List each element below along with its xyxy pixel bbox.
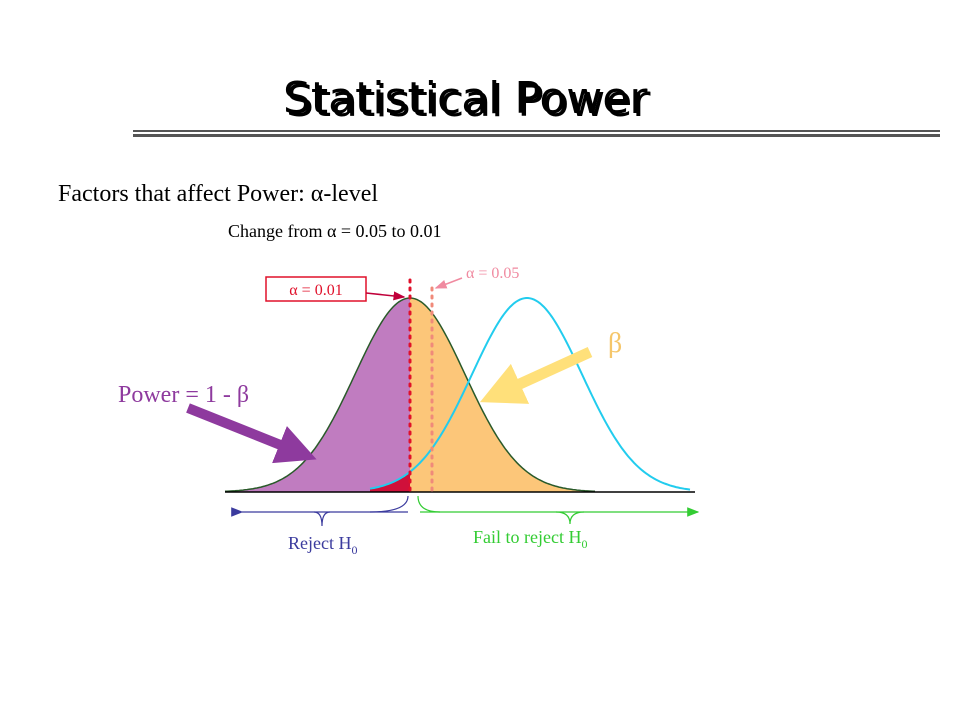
beta-area (410, 298, 580, 492)
power-arrow (186, 403, 317, 464)
rule (133, 130, 940, 132)
fail-subscript: 0 (581, 537, 587, 551)
fail-text: Fail to reject H (473, 527, 581, 547)
fail-label: Fail to reject H0 (473, 527, 587, 551)
beta-label: β (608, 328, 622, 359)
alpha-05-label: α = 0.05 (466, 265, 519, 282)
fail-brace (417, 495, 585, 525)
reject-subscript: 0 (351, 543, 357, 557)
power-label: Power = 1 - β (118, 382, 249, 408)
reject-brace (313, 495, 409, 527)
heading: Factors that affect Power: α-level (58, 181, 378, 207)
rule (133, 134, 940, 137)
title: Statistical Power (283, 73, 648, 124)
subheading: Change from α = 0.05 to 0.01 (228, 221, 442, 241)
reject-text: Reject H (288, 533, 351, 553)
alpha-01-box (265, 276, 367, 302)
alpha-05-pointer (434, 277, 463, 289)
power-area (225, 298, 410, 492)
alt-curve (369, 297, 691, 491)
reject-label: Reject H0 (288, 533, 357, 557)
alpha-01-label: α = 0.01 (289, 282, 342, 299)
title-shadow: Statistical Power (286, 76, 651, 127)
beta-arrow (479, 346, 593, 404)
alpha-01-pointer (365, 291, 406, 301)
